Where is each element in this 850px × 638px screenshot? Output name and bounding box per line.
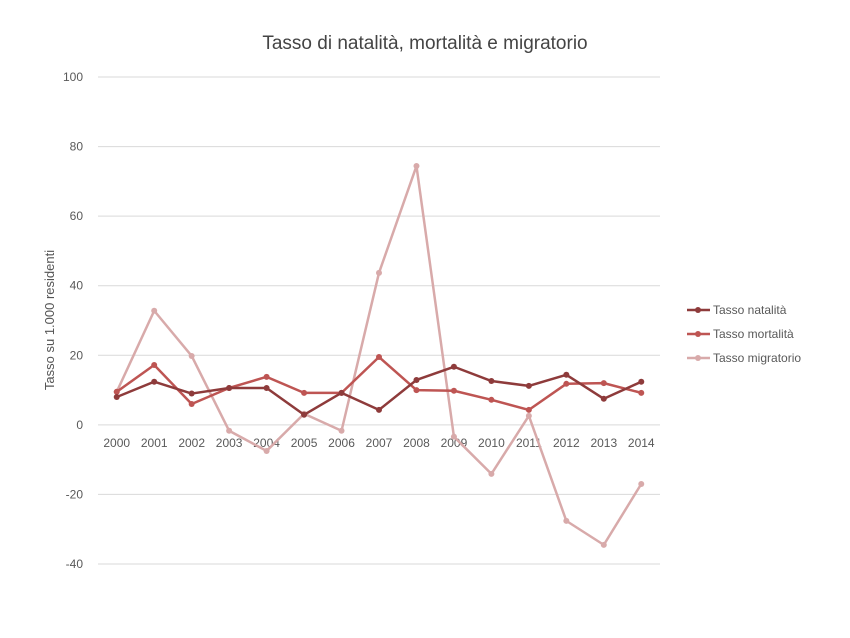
x-tick-label: 2012 <box>553 436 580 450</box>
y-tick-label: 40 <box>70 279 84 293</box>
x-tick-label: 2000 <box>103 436 130 450</box>
data-point <box>563 371 570 378</box>
x-tick-label: 2005 <box>291 436 318 450</box>
chart-title: Tasso di natalità, mortalità e migratori… <box>262 33 587 54</box>
data-point <box>525 412 532 419</box>
legend-label: Tasso natalità <box>713 303 787 317</box>
data-point <box>563 380 570 387</box>
data-point <box>600 380 607 387</box>
x-tick-label: 2010 <box>478 436 505 450</box>
data-point <box>151 307 158 314</box>
data-point <box>488 470 495 477</box>
data-point <box>525 382 532 389</box>
x-tick-label: 2001 <box>141 436 168 450</box>
y-tick-label: -20 <box>66 487 84 501</box>
x-tick-label: 2008 <box>403 436 430 450</box>
legend-marker <box>695 307 701 313</box>
x-tick-label: 2009 <box>441 436 468 450</box>
x-tick-label: 2003 <box>216 436 243 450</box>
data-point <box>226 384 233 391</box>
data-point <box>376 406 382 413</box>
y-tick-label: 20 <box>70 348 84 362</box>
data-point <box>413 387 420 394</box>
data-point <box>600 541 607 548</box>
data-point <box>488 378 495 385</box>
data-point <box>226 427 233 434</box>
data-point <box>113 388 120 395</box>
data-point <box>563 517 570 524</box>
series-1 <box>113 354 645 413</box>
data-point <box>301 411 308 418</box>
data-point <box>638 378 645 385</box>
legend-item: Tasso migratorio <box>687 351 801 365</box>
y-tick-label: 80 <box>70 140 84 154</box>
data-point <box>301 389 308 396</box>
y-tick-label: 60 <box>70 209 84 223</box>
x-tick-label: 2002 <box>178 436 205 450</box>
data-point <box>413 376 420 383</box>
data-point <box>638 480 645 487</box>
data-point <box>376 354 382 361</box>
x-tick-label: 2013 <box>590 436 617 450</box>
data-point <box>263 373 270 380</box>
data-point <box>488 396 495 403</box>
data-point <box>450 387 457 394</box>
legend-marker <box>695 355 701 361</box>
data-point <box>525 406 532 413</box>
data-point <box>600 395 607 402</box>
data-point <box>450 433 457 440</box>
data-point <box>450 363 457 370</box>
data-point <box>188 352 195 359</box>
data-point <box>263 447 270 454</box>
data-point <box>376 269 382 276</box>
series-0 <box>113 363 645 418</box>
data-point <box>338 389 345 396</box>
data-point <box>338 427 345 434</box>
legend-label: Tasso migratorio <box>713 351 801 365</box>
y-tick-label: 100 <box>63 70 83 84</box>
data-point <box>638 389 645 396</box>
data-point <box>188 390 195 397</box>
data-point <box>113 394 120 401</box>
legend-item: Tasso mortalità <box>687 327 794 341</box>
x-tick-label: 2006 <box>328 436 355 450</box>
x-tick-label: 2007 <box>366 436 393 450</box>
legend-label: Tasso mortalità <box>713 327 794 341</box>
y-tick-label: 0 <box>76 418 83 432</box>
data-point <box>263 384 270 391</box>
legend-marker <box>695 331 701 337</box>
data-point <box>188 400 195 407</box>
y-tick-label: -40 <box>66 557 84 571</box>
x-tick-label: 2014 <box>628 436 655 450</box>
data-point <box>151 378 158 385</box>
data-point <box>151 362 158 369</box>
legend-item: Tasso natalità <box>687 303 787 317</box>
y-axis-label: Tasso su 1.000 residenti <box>42 250 57 390</box>
x-tick-label: 2011 <box>516 436 542 450</box>
data-point <box>413 163 420 170</box>
